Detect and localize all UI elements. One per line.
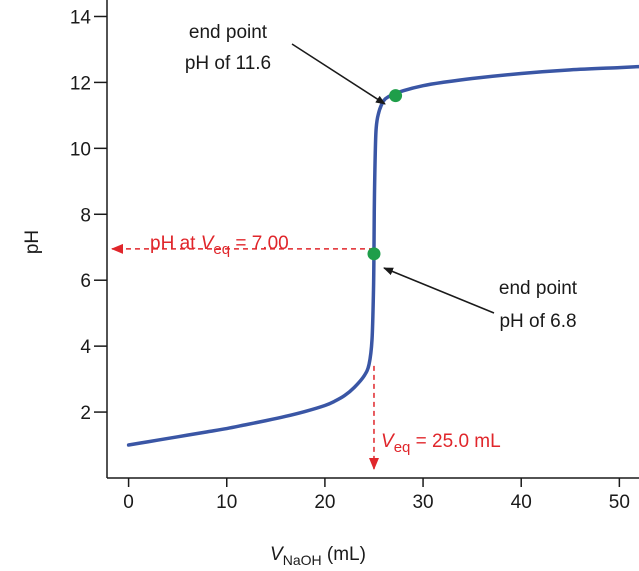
x-tick-label: 10 [216,492,237,513]
x-tick-label: 0 [123,492,134,513]
ph-at-veq-prefix: pH at [150,233,201,254]
titration-curve [126,64,639,447]
end-point-marker-6-8 [367,247,381,261]
x-tick-label: 20 [314,492,335,513]
y-axis-label: pH [22,230,43,254]
y-tick-label: 4 [80,337,91,358]
veq-var: V [381,431,396,452]
top-end-point-line2: pH of 11.6 [185,53,271,74]
ph-at-veq-sub: eq [213,241,230,258]
top-end-point-line1: end point [189,22,268,43]
veq-label: Veq = 25.0 mL [381,431,501,456]
y-tick-label: 6 [80,271,91,292]
ph-at-veq-suffix: = 7.00 [230,233,289,254]
ph-at-veq-var: V [201,233,216,254]
x-axis-label: VNaOH (mL) [270,544,366,568]
y-tick-label: 14 [70,7,92,28]
x-axis-label-sub: NaOH [283,552,322,568]
veq-suffix: = 25.0 mL [410,431,500,452]
x-tick-label: 50 [609,492,630,513]
x-tick-label: 40 [511,492,532,513]
x-tick-label: 30 [412,492,433,513]
x-axis-label-unit: (mL) [322,544,366,565]
top-end-point-arrow [291,43,386,105]
y-tick-label: 10 [70,139,91,160]
veq-sub: eq [394,439,411,456]
mid-end-point-line1: end point [499,278,578,299]
mid-end-point-line2: pH of 6.8 [499,311,576,332]
end-point-marker-11-6 [389,89,403,103]
ph-at-veq-label: pH at Veq = 7.00 [150,233,289,258]
x-axis-label-var: V [270,544,285,565]
mid-end-point-arrow [383,267,495,314]
y-tick-label: 8 [80,205,91,226]
y-tick-label: 2 [80,403,91,424]
y-tick-label: 12 [70,73,91,94]
